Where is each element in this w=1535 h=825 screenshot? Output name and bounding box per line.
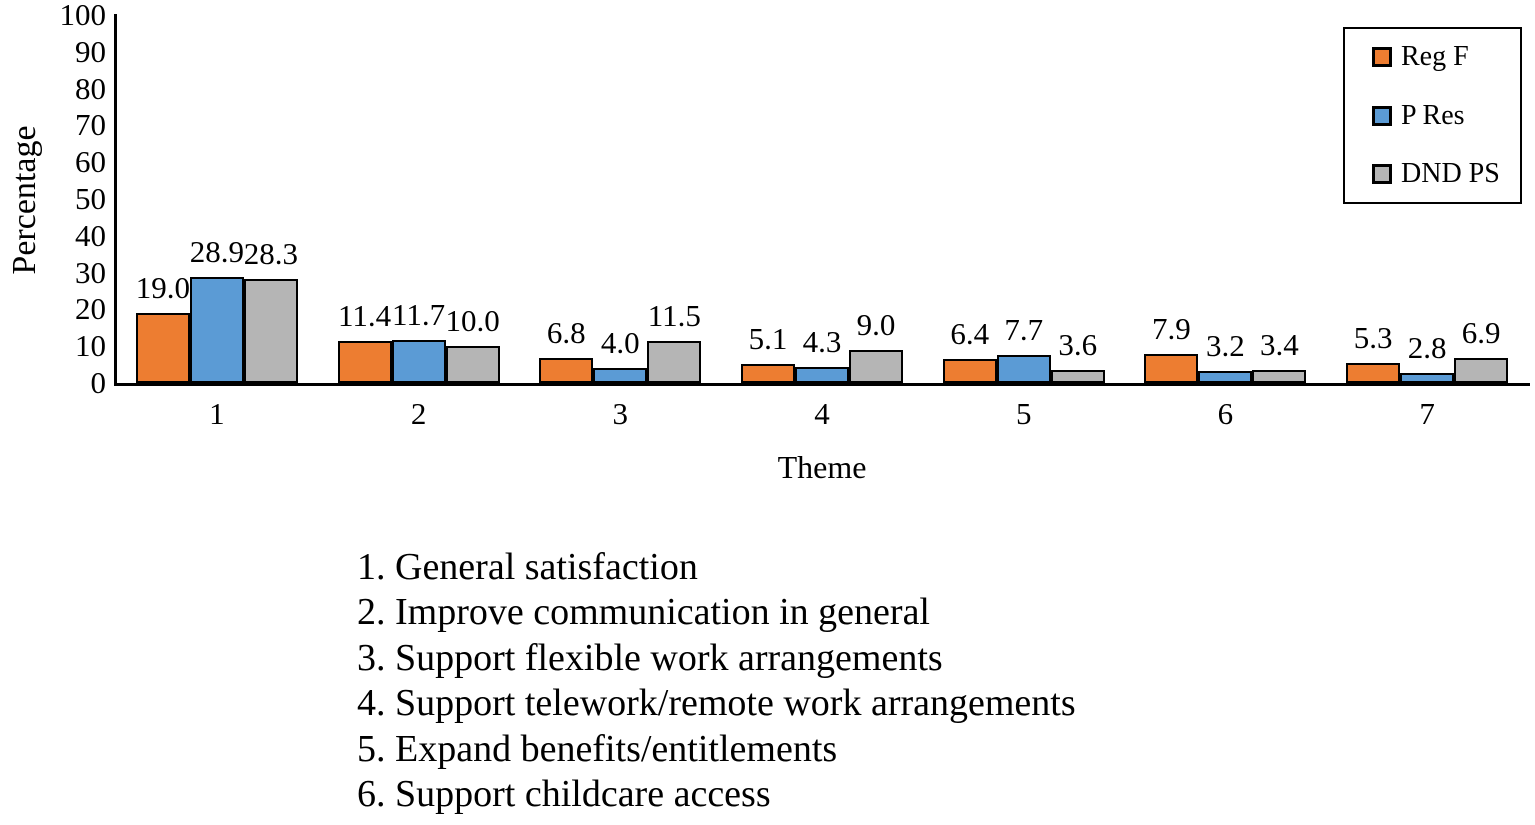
bar-value-label: 3.2 — [1206, 328, 1245, 364]
bar-value-label: 9.0 — [856, 306, 896, 342]
theme-list: 1. General satisfaction 2. Improve commun… — [357, 545, 1076, 817]
bar-value-label: 6.8 — [546, 314, 586, 350]
y-axis-line — [114, 14, 117, 386]
theme-list-item: 6. Support childcare access — [357, 773, 771, 816]
legend-label: DND PS — [1401, 158, 1500, 189]
bar-value-label: 6.4 — [950, 316, 990, 352]
bar — [539, 357, 594, 383]
bar — [189, 276, 244, 383]
theme-list-item: 1. General satisfaction — [357, 546, 698, 588]
legend-label: P Res — [1401, 99, 1465, 131]
bar-value-label: 3.4 — [1260, 327, 1299, 363]
bar-value-label: 6.9 — [1461, 314, 1501, 350]
bar — [1454, 357, 1509, 383]
x-tick-label: 4 — [814, 396, 830, 431]
bar-value-label: 19.0 — [135, 270, 190, 306]
bar — [942, 359, 997, 383]
theme-list-item: 2. Improve communication in general — [357, 591, 930, 634]
bar-value-label: 10.0 — [445, 303, 500, 339]
x-axis-title: Theme — [777, 449, 867, 485]
bar-value-label: 2.8 — [1407, 329, 1447, 365]
x-tick-label: 2 — [410, 396, 427, 431]
bar — [647, 340, 702, 383]
bar-value-label: 3.6 — [1058, 326, 1098, 362]
bar — [135, 313, 190, 383]
y-tick-label: 70 — [75, 107, 106, 143]
bar — [996, 354, 1051, 383]
x-axis-line — [114, 383, 1530, 386]
theme-list-item: 5. Expand benefits/entitlements — [357, 727, 838, 770]
legend-swatch — [1372, 164, 1392, 184]
bar — [593, 368, 648, 383]
bar — [445, 346, 500, 383]
bar — [1050, 369, 1105, 383]
x-tick-label: 6 — [1217, 396, 1234, 431]
bar-value-label: 5.3 — [1353, 320, 1393, 356]
legend-item: P Res — [1372, 99, 1514, 131]
y-tick-label: 60 — [75, 144, 106, 180]
y-tick-label: 20 — [75, 291, 106, 327]
legend-item: Reg F — [1372, 42, 1514, 72]
bar — [337, 341, 392, 383]
y-tick-label: 90 — [75, 33, 106, 69]
bar-value-label: 4.3 — [802, 324, 842, 360]
y-tick-label: 100 — [59, 0, 107, 32]
y-tick-label: 80 — [75, 70, 106, 106]
y-tick-label: 30 — [75, 254, 106, 290]
bar-value-label: 7.7 — [1004, 311, 1044, 347]
bar — [1400, 372, 1455, 383]
theme-list-item: 3. Support flexible work arrangements — [357, 636, 943, 679]
x-tick-label: 3 — [612, 396, 629, 431]
bar — [741, 364, 795, 383]
x-tick-label: 7 — [1419, 396, 1435, 431]
x-tick-label: 1 — [209, 396, 225, 431]
bar-value-label: 11.4 — [338, 298, 392, 334]
bar-value-label: 11.5 — [647, 297, 701, 333]
bar — [1198, 371, 1253, 383]
bar-value-label: 7.9 — [1152, 310, 1191, 346]
bar — [849, 349, 903, 383]
legend-label: Reg F — [1401, 41, 1469, 72]
bar-value-label: 28.9 — [189, 233, 244, 269]
y-tick-label: 40 — [75, 217, 106, 253]
bar — [795, 367, 849, 383]
theme-list-item: 4. Support telework/remote work arrangem… — [357, 682, 1076, 725]
bar — [243, 278, 298, 383]
bar — [1144, 353, 1199, 383]
bar-value-label: 5.1 — [748, 321, 788, 357]
bar — [391, 339, 446, 383]
y-tick-label: 10 — [75, 328, 106, 364]
y-tick-label: 50 — [75, 181, 106, 216]
bar — [1252, 370, 1307, 383]
bar-value-label: 4.0 — [600, 325, 640, 361]
legend: Reg F P Res DND PS — [1343, 27, 1522, 204]
legend-swatch — [1372, 105, 1392, 126]
legend-swatch — [1372, 47, 1392, 67]
y-tick-label: 0 — [90, 365, 107, 400]
bar-value-label: 11.7 — [392, 296, 446, 332]
x-tick-label: 5 — [1015, 396, 1032, 431]
bar — [1346, 363, 1401, 383]
bar-value-label: 28.3 — [243, 235, 298, 271]
legend-item: DND PS — [1372, 159, 1514, 189]
